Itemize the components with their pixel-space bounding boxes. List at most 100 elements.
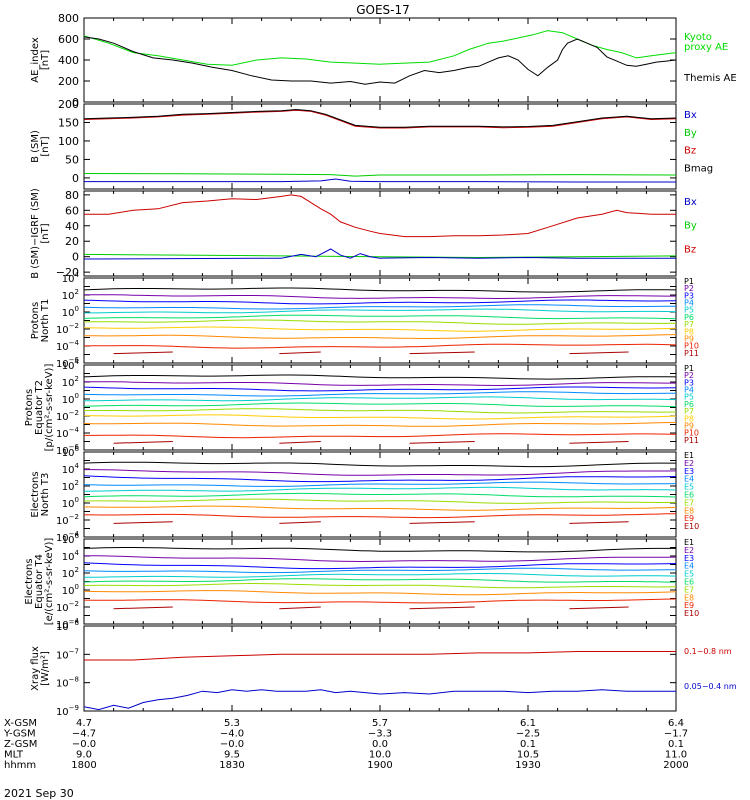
y-tick-label: 600 bbox=[58, 33, 79, 46]
legend-item-p2: P2 bbox=[684, 284, 694, 293]
y-axis-label: [nT] bbox=[40, 50, 51, 70]
ephemeris-label-x-gsm: X-GSM bbox=[4, 718, 37, 729]
y-tick-label: 10−2 bbox=[56, 513, 79, 527]
plot-area bbox=[84, 194, 676, 260]
legend-item-by: By bbox=[684, 221, 697, 232]
legend-item-e7: E7 bbox=[684, 585, 694, 594]
series-e9 bbox=[84, 513, 676, 519]
series-e6 bbox=[84, 578, 676, 583]
plot-area bbox=[84, 651, 676, 711]
ephemeris-value: 1830 bbox=[219, 760, 244, 771]
y-tick-label: 20 bbox=[65, 235, 79, 248]
panel-bsm: 0 50 100 150 200 B (SM) [nT] Bx By Bz Bmag bbox=[30, 98, 713, 190]
y-tick-label: 10−7 bbox=[56, 647, 79, 661]
plot-area bbox=[84, 461, 676, 524]
legend-item-proxy-ae: proxy AE bbox=[684, 42, 728, 53]
plot-area bbox=[84, 547, 676, 610]
series-p11 bbox=[279, 351, 321, 355]
panel-bigrf: −20 0 20 40 60 80 B (SM)−IGRF (SM) [nT] Bx By Bz bbox=[30, 188, 697, 279]
y-tick-label: 200 bbox=[58, 98, 79, 111]
plot-area bbox=[84, 374, 676, 444]
series-e2 bbox=[84, 469, 676, 476]
y-tick-label: 10−9 bbox=[56, 704, 79, 718]
y-tick-label: 102 bbox=[62, 375, 79, 389]
y-tick-label: 400 bbox=[58, 54, 79, 67]
series-e5 bbox=[84, 486, 676, 492]
series-e9 bbox=[84, 598, 676, 604]
series-p8 bbox=[84, 414, 676, 420]
series-e10 bbox=[113, 606, 173, 610]
y-axis-label: [e/(cm²-s-sr-keV)] bbox=[44, 538, 55, 626]
y-tick-label: 10−2 bbox=[56, 600, 79, 614]
legend-item-e3: E3 bbox=[684, 554, 694, 563]
y-tick-label: 106 bbox=[62, 532, 80, 546]
legend-item-e4: E4 bbox=[684, 475, 694, 484]
series-e4 bbox=[84, 481, 676, 487]
plot-area bbox=[84, 287, 676, 355]
y-tick-label: 102 bbox=[62, 566, 79, 580]
y-tick-label: 10−2 bbox=[56, 409, 79, 423]
series-p4 bbox=[84, 391, 676, 397]
series-e2 bbox=[84, 555, 676, 563]
ephemeris-value: 5.3 bbox=[224, 718, 240, 729]
y-axis-label: North T1 bbox=[40, 299, 51, 343]
legend-item-e2: E2 bbox=[684, 459, 694, 468]
y-tick-label: 200 bbox=[58, 75, 79, 88]
series-e10 bbox=[113, 521, 173, 524]
y-tick-label: 10−2 bbox=[56, 322, 79, 336]
ephemeris-value: 4.7 bbox=[76, 718, 92, 729]
legend-item-e8: E8 bbox=[684, 593, 694, 602]
legend-item-bmag: Bmag bbox=[684, 163, 713, 174]
y-tick-label: 60 bbox=[65, 204, 79, 217]
series-p5 bbox=[84, 396, 676, 402]
series-e10 bbox=[279, 606, 321, 610]
legend-item-p2: P2 bbox=[684, 371, 694, 380]
y-tick-label: 50 bbox=[65, 153, 79, 166]
panel-xray: 10−9 10−8 10−7 10−6 Xray flux [W/m²] 0.1−0.8 n… bbox=[30, 619, 737, 718]
legend-item-p7: P7 bbox=[684, 320, 694, 329]
legend-item-bz: Bz bbox=[684, 244, 696, 255]
y-tick-label: 102 bbox=[62, 288, 79, 302]
series-p3 bbox=[84, 386, 676, 392]
legend-item-themis-ae: Themis AE bbox=[683, 73, 737, 84]
series-p11 bbox=[113, 351, 173, 355]
series-e10 bbox=[569, 606, 629, 610]
series-p9 bbox=[84, 334, 676, 339]
series-bz bbox=[84, 194, 676, 238]
y-tick-label: 150 bbox=[58, 116, 79, 129]
series-e4 bbox=[84, 567, 676, 574]
legend-item-bz: Bz bbox=[684, 146, 696, 157]
series-e1 bbox=[84, 461, 676, 468]
series-bz bbox=[84, 109, 676, 129]
y-tick-label: −20 bbox=[56, 266, 79, 279]
legend-item-p10: P10 bbox=[684, 429, 699, 438]
series-e3 bbox=[84, 562, 676, 570]
y-tick-label: 10−8 bbox=[56, 676, 79, 690]
y-tick-label: 40 bbox=[65, 220, 79, 233]
legend-item-0-1-0-8-nm: 0.1−0.8 nm bbox=[684, 647, 732, 656]
legend-item-bx: Bx bbox=[684, 110, 697, 121]
ephemeris-value: −0.0 bbox=[220, 739, 244, 750]
ephemeris-value: 0.1 bbox=[520, 739, 536, 750]
y-tick-label: 100 bbox=[62, 583, 79, 597]
legend-item-p3: P3 bbox=[684, 378, 694, 387]
y-axis-label: Protons bbox=[30, 302, 41, 339]
series-p11 bbox=[569, 441, 629, 444]
legend-item-p11: P11 bbox=[684, 436, 699, 445]
series-p8 bbox=[84, 326, 676, 332]
y-tick-label: 10−4 bbox=[56, 426, 80, 440]
y-axis-label: B (SM) bbox=[30, 130, 41, 163]
y-tick-label: 100 bbox=[62, 392, 79, 406]
legend-item-e1: E1 bbox=[684, 451, 694, 460]
y-axis-label: Protons bbox=[24, 389, 35, 426]
series-e10 bbox=[409, 606, 475, 610]
legend-item-e5: E5 bbox=[684, 483, 694, 492]
series-0-05-0-4-nm bbox=[84, 689, 676, 711]
series-e5 bbox=[84, 573, 676, 578]
y-axis-label: B (SM)−IGRF (SM) bbox=[30, 188, 41, 279]
ephemeris-value: −2.5 bbox=[516, 729, 540, 740]
series-by bbox=[84, 173, 676, 177]
